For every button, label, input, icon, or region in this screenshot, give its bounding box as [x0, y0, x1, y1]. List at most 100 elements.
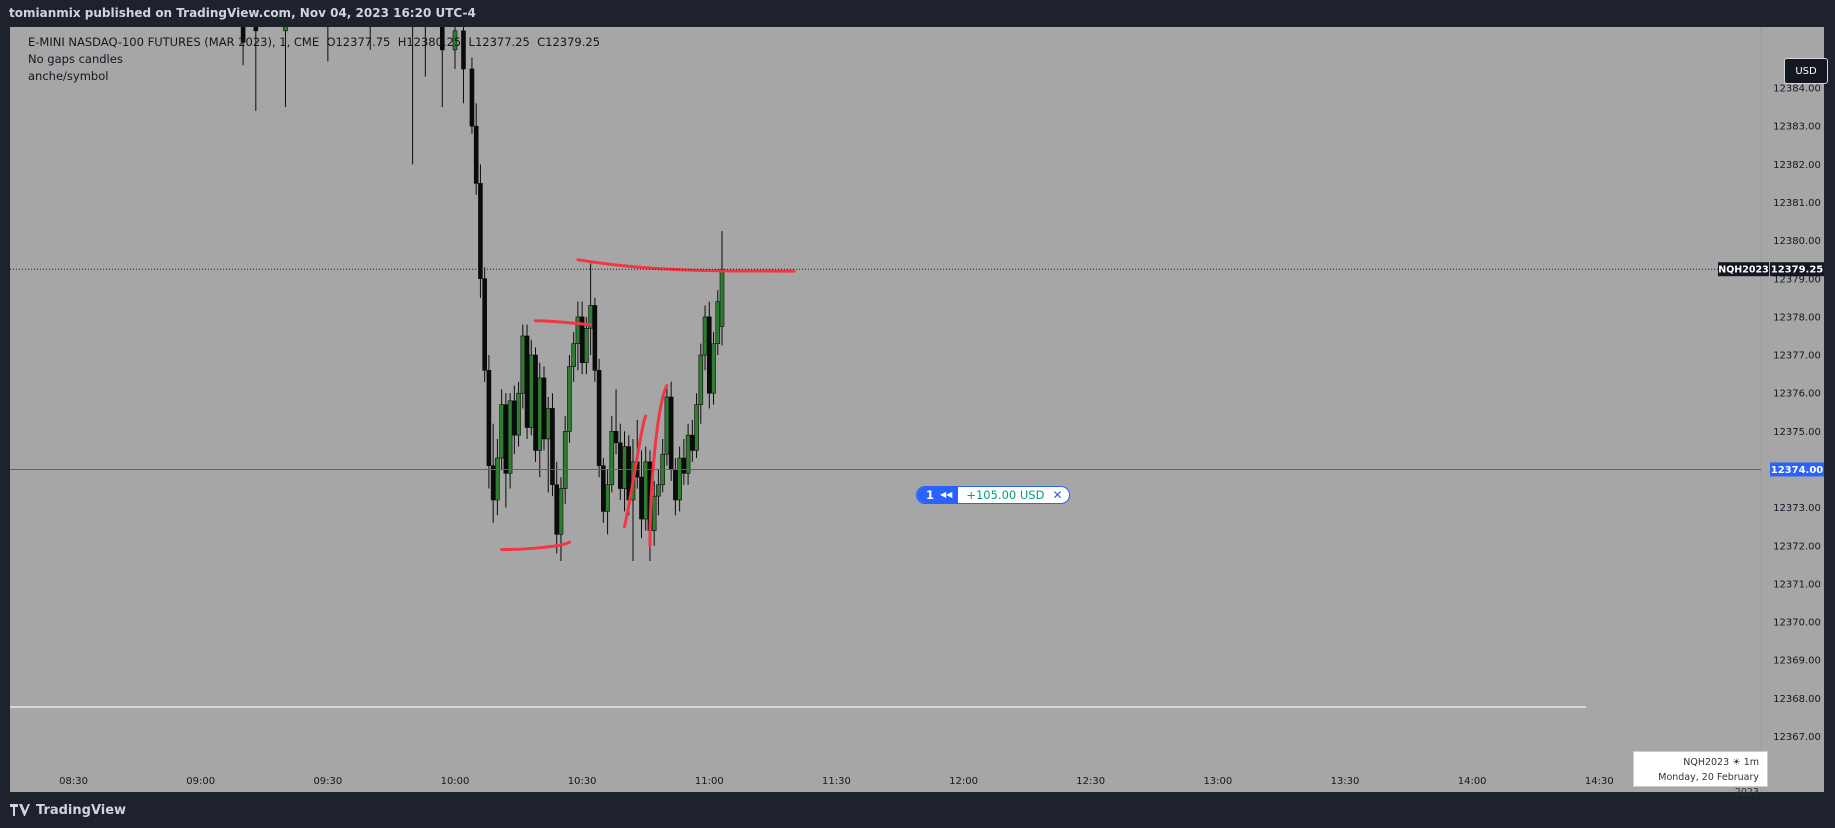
candle-body: [490, 465, 496, 501]
price-tick-label: 12370.00: [1773, 618, 1821, 629]
tradingview-logo-icon: [10, 804, 30, 816]
price-tick-label: 12376.00: [1773, 389, 1821, 400]
price-tick-label: 12372.00: [1773, 541, 1821, 552]
legend-open: O12377.75: [326, 35, 391, 49]
price-tick-label: 12381.00: [1773, 198, 1821, 209]
candle-body: [673, 469, 678, 501]
drawn-arc[interactable]: [648, 384, 669, 548]
position-label[interactable]: 1 ◀◀ +105.00 USD ✕: [916, 486, 1070, 504]
legend-indicator: No gaps candles: [28, 52, 123, 66]
last-price-badge: [1770, 262, 1824, 277]
legend-indicator-2: anche/symbol: [28, 69, 109, 83]
time-tick-label: 11:30: [822, 776, 851, 787]
candle-body: [698, 354, 704, 405]
footer: TradingView: [0, 792, 1835, 828]
time-tick-label: 10:30: [568, 776, 597, 787]
candle-body: [550, 408, 555, 486]
price-tick-label: 12373.00: [1773, 503, 1821, 514]
candle-body: [533, 354, 538, 451]
price-tick-label: 12382.00: [1773, 160, 1821, 171]
legend-symbol: E-MINI NASDAQ-100 FUTURES (MAR 2023), 1,…: [28, 35, 320, 49]
info-date: Monday, 20 February 2023: [1658, 772, 1759, 798]
drawn-arc[interactable]: [500, 540, 571, 552]
time-tick-label: 10:00: [441, 776, 470, 787]
candle-body: [495, 457, 500, 501]
price-tick-label: 12369.00: [1773, 656, 1821, 667]
candle-body: [253, 27, 259, 32]
price-tick-label: 12380.00: [1773, 236, 1821, 247]
candle-body: [571, 343, 576, 367]
candle-body: [639, 476, 644, 520]
candle-body: [541, 377, 547, 440]
footer-brand: TradingView: [36, 802, 127, 818]
drawn-arc[interactable]: [534, 319, 593, 327]
time-tick-label: 12:00: [949, 776, 978, 787]
candle-body: [528, 354, 534, 428]
candle-body: [656, 484, 661, 497]
candle-body: [617, 442, 623, 489]
symbol-badge-text: NQH2023: [1718, 265, 1768, 276]
last-price-text: 12379.25: [1771, 265, 1824, 276]
candle-body: [554, 484, 560, 535]
candle-body: [711, 343, 716, 394]
candle-body: [575, 316, 581, 344]
price-chart[interactable]: 12384.00 12383.00 12382.00 12381.00 12380.00…: [10, 27, 1824, 792]
symbol-badge: [1718, 262, 1769, 277]
time-tick-label: 09:00: [186, 776, 215, 787]
drawn-arc[interactable]: [623, 414, 648, 529]
candle-body: [516, 392, 521, 436]
price-tick-label: 12368.00: [1773, 694, 1821, 705]
time-tick-label: 08:30: [59, 776, 88, 787]
price-tick-label: 12379.00: [1773, 274, 1821, 285]
candle-body: [507, 400, 513, 474]
candle-body: [690, 434, 695, 451]
position-qty-text: 1: [926, 488, 935, 502]
candle-body: [503, 404, 509, 474]
price-tick-label: 12371.00: [1773, 579, 1821, 590]
position-price-text: 12374.00: [1771, 465, 1824, 476]
price-tick-label: 12367.00: [1773, 732, 1821, 743]
candle-body: [567, 366, 572, 432]
candle-body: [609, 431, 615, 486]
candle-body: [601, 465, 606, 512]
candle-body: [473, 125, 479, 184]
candle-body: [452, 30, 458, 51]
candle-body: [283, 27, 288, 32]
close-icon[interactable]: ✕: [1052, 488, 1063, 502]
candle-body: [478, 183, 483, 280]
price-tick-label: 12383.00: [1773, 122, 1821, 133]
candle-body: [486, 369, 492, 466]
legend-high: H12380.25: [397, 35, 462, 49]
candle-body: [499, 404, 504, 459]
candle-body: [439, 27, 445, 51]
candle-body: [664, 396, 670, 455]
info-symbol: NQH2023 ☀ 1m: [1683, 757, 1759, 768]
candle-body: [461, 30, 466, 70]
candle-body: [681, 457, 687, 474]
time-tick-label: 09:30: [313, 776, 342, 787]
position-quantity[interactable]: 1 ◀◀: [917, 487, 959, 503]
position-pnl: +105.00 USD: [966, 488, 1045, 502]
publisher-text: tomianmix published on TradingView.com, …: [9, 6, 476, 20]
currency-button[interactable]: USD: [1784, 58, 1828, 84]
publish-header: tomianmix published on TradingView.com, …: [0, 0, 1835, 27]
candle-body: [240, 27, 246, 43]
candle-body: [706, 316, 712, 394]
legend-line-symbol: E-MINI NASDAQ-100 FUTURES (MAR 2023), 1,…: [28, 35, 600, 49]
candle-body: [524, 335, 530, 428]
candle-body: [512, 400, 517, 436]
price-tick-label: 12375.00: [1773, 427, 1821, 438]
reverse-icon[interactable]: ◀◀: [940, 490, 953, 499]
time-tick-label: 13:00: [1203, 776, 1232, 787]
candle-body: [562, 431, 568, 489]
symbol-info-box: NQH2023 ☀ 1m Monday, 20 February 2023: [1633, 751, 1768, 798]
candle-body: [694, 404, 699, 451]
candle-body: [596, 369, 602, 466]
candle-body: [545, 408, 551, 440]
candle-body: [668, 396, 674, 470]
time-tick-label: 13:30: [1331, 776, 1360, 787]
chart-area[interactable]: 12384.00 12383.00 12382.00 12381.00 12380.00…: [10, 27, 1828, 798]
candle-body: [592, 305, 598, 371]
legend-close: C12379.25: [537, 35, 601, 49]
candle-body: [520, 335, 526, 394]
